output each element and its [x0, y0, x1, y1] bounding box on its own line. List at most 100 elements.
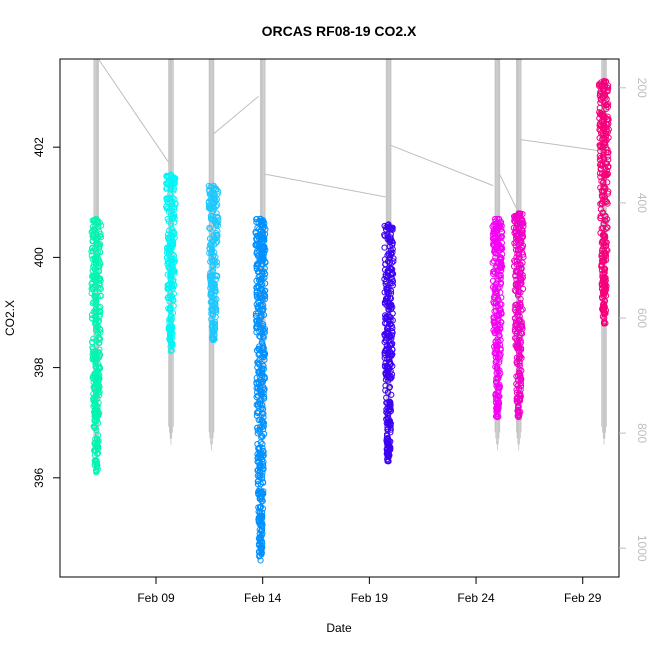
- data-point: [209, 273, 216, 280]
- data-point: [167, 254, 174, 261]
- data-point: [95, 381, 102, 389]
- data-point: [92, 293, 99, 300]
- data-points: [88, 77, 612, 564]
- data-point: [257, 391, 264, 398]
- data-point: [92, 378, 99, 385]
- data-point: [492, 215, 499, 223]
- data-point: [206, 245, 213, 253]
- data-point: [262, 280, 269, 287]
- data-point: [93, 435, 101, 442]
- data-point: [210, 328, 217, 335]
- data-point: [212, 288, 219, 295]
- data-point: [515, 255, 522, 262]
- data-point: [209, 287, 216, 294]
- data-point: [257, 243, 264, 250]
- data-point: [388, 391, 395, 398]
- data-point: [164, 271, 171, 278]
- data-point: [167, 195, 174, 202]
- data-point: [254, 359, 261, 366]
- data-point: [517, 270, 524, 277]
- data-point: [212, 219, 219, 226]
- data-point: [604, 102, 611, 109]
- data-point: [513, 394, 521, 401]
- data-point: [165, 246, 172, 253]
- data-point: [260, 462, 267, 469]
- data-point-max: [210, 182, 217, 189]
- data-point: [164, 179, 171, 186]
- data-point: [168, 340, 175, 347]
- data-point: [513, 398, 521, 405]
- y2-tick-label: 800: [635, 423, 649, 443]
- data-point: [91, 386, 98, 393]
- y2-tick-label: 1000: [635, 535, 649, 562]
- pressure-ferry-line-0: [97, 58, 170, 163]
- data-point: [515, 247, 522, 254]
- data-point: [95, 349, 102, 356]
- data-point: [260, 353, 267, 361]
- data-point: [489, 235, 496, 242]
- data-point: [210, 194, 217, 201]
- data-point: [514, 328, 521, 335]
- data-point: [599, 224, 607, 231]
- data-point: [95, 377, 102, 384]
- data-point: [169, 296, 176, 304]
- data-point: [381, 339, 388, 346]
- data-point: [512, 273, 519, 280]
- data-point: [602, 265, 609, 273]
- data-point: [387, 254, 394, 261]
- data-point: [164, 260, 171, 268]
- pressure-ferry-line-1: [213, 96, 259, 135]
- data-point: [381, 351, 388, 358]
- data-point: [605, 164, 612, 171]
- data-point: [171, 196, 178, 203]
- data-point: [604, 179, 611, 186]
- data-point: [256, 258, 263, 266]
- series-RF15: [596, 77, 612, 327]
- y-tick-label: 402: [32, 137, 46, 157]
- data-point: [253, 235, 260, 243]
- data-point: [92, 289, 99, 296]
- series-RF13: [489, 215, 506, 421]
- data-point: [517, 392, 524, 399]
- data-point-min: [167, 347, 175, 355]
- data-point-max: [167, 171, 175, 178]
- data-point: [257, 503, 265, 510]
- data-point-max: [93, 215, 100, 222]
- data-point: [518, 323, 526, 331]
- data-point: [97, 277, 104, 285]
- data-point: [385, 364, 392, 371]
- data-point: [214, 238, 221, 245]
- data-point: [209, 319, 216, 326]
- data-point: [597, 143, 604, 150]
- data-point: [253, 409, 261, 416]
- data-point: [260, 268, 268, 275]
- data-point: [258, 397, 265, 404]
- data-point: [382, 376, 389, 383]
- data-point: [513, 354, 521, 361]
- data-point: [96, 352, 103, 359]
- data-point: [601, 311, 608, 318]
- series-RF11: [252, 215, 269, 564]
- y2-tick-label: 400: [635, 193, 649, 213]
- x-tick-label: Feb 09: [137, 591, 175, 605]
- data-point: [604, 84, 611, 91]
- data-point: [494, 363, 501, 370]
- data-point: [211, 318, 218, 325]
- data-point: [96, 335, 104, 342]
- data-point: [518, 238, 525, 246]
- data-point: [601, 298, 608, 305]
- data-point: [387, 314, 394, 321]
- data-point: [601, 93, 608, 100]
- data-point: [166, 298, 173, 305]
- data-point: [597, 88, 604, 95]
- data-point: [207, 241, 214, 248]
- data-point: [517, 372, 524, 379]
- data-point: [211, 282, 218, 289]
- data-point: [96, 364, 104, 371]
- data-point: [387, 303, 394, 310]
- data-point: [520, 220, 527, 227]
- data-point: [96, 259, 103, 266]
- data-point: [165, 208, 172, 215]
- data-point: [387, 279, 394, 287]
- data-point: [596, 109, 603, 116]
